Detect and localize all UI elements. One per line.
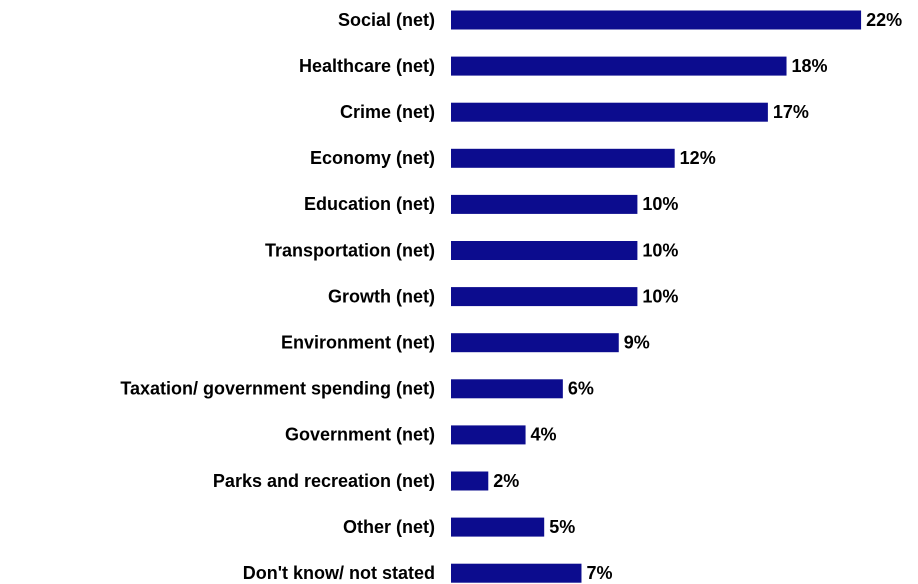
value-label: 10% (642, 194, 678, 214)
value-label: 17% (773, 102, 809, 122)
category-label: Other (net) (343, 517, 435, 537)
value-label: 10% (642, 240, 678, 260)
category-label: Economy (net) (310, 148, 435, 168)
value-label: 2% (493, 471, 519, 491)
bar (451, 10, 862, 30)
value-label: 10% (642, 286, 678, 306)
bar (451, 241, 638, 260)
category-label: Government (net) (285, 425, 435, 445)
value-label: 18% (792, 56, 828, 76)
value-label: 7% (586, 563, 612, 583)
category-label: Transportation (net) (265, 240, 435, 260)
category-label: Environment (net) (281, 332, 435, 352)
value-label: 12% (680, 148, 716, 168)
bar (451, 287, 638, 307)
bar (451, 102, 768, 122)
value-label: 22% (866, 10, 902, 30)
category-label: Education (net) (304, 194, 435, 214)
value-label: 5% (549, 517, 575, 537)
value-label: 4% (531, 425, 557, 445)
bar (451, 194, 638, 214)
category-label: Social (net) (338, 10, 435, 30)
category-label: Growth (net) (328, 286, 435, 306)
category-label: Taxation/ government spending (net) (120, 379, 435, 399)
bar (451, 333, 619, 353)
bar (451, 148, 675, 168)
value-label: 9% (624, 332, 650, 352)
bar (451, 471, 489, 491)
bar (451, 56, 787, 76)
bar (451, 517, 545, 537)
category-label: Crime (net) (340, 102, 435, 122)
bar (451, 425, 526, 445)
category-label: Don't know/ not stated (243, 563, 435, 583)
value-label: 6% (568, 379, 594, 399)
bar (451, 563, 582, 583)
category-label: Healthcare (net) (299, 56, 435, 76)
bar (451, 379, 563, 399)
category-label: Parks and recreation (net) (213, 471, 435, 491)
